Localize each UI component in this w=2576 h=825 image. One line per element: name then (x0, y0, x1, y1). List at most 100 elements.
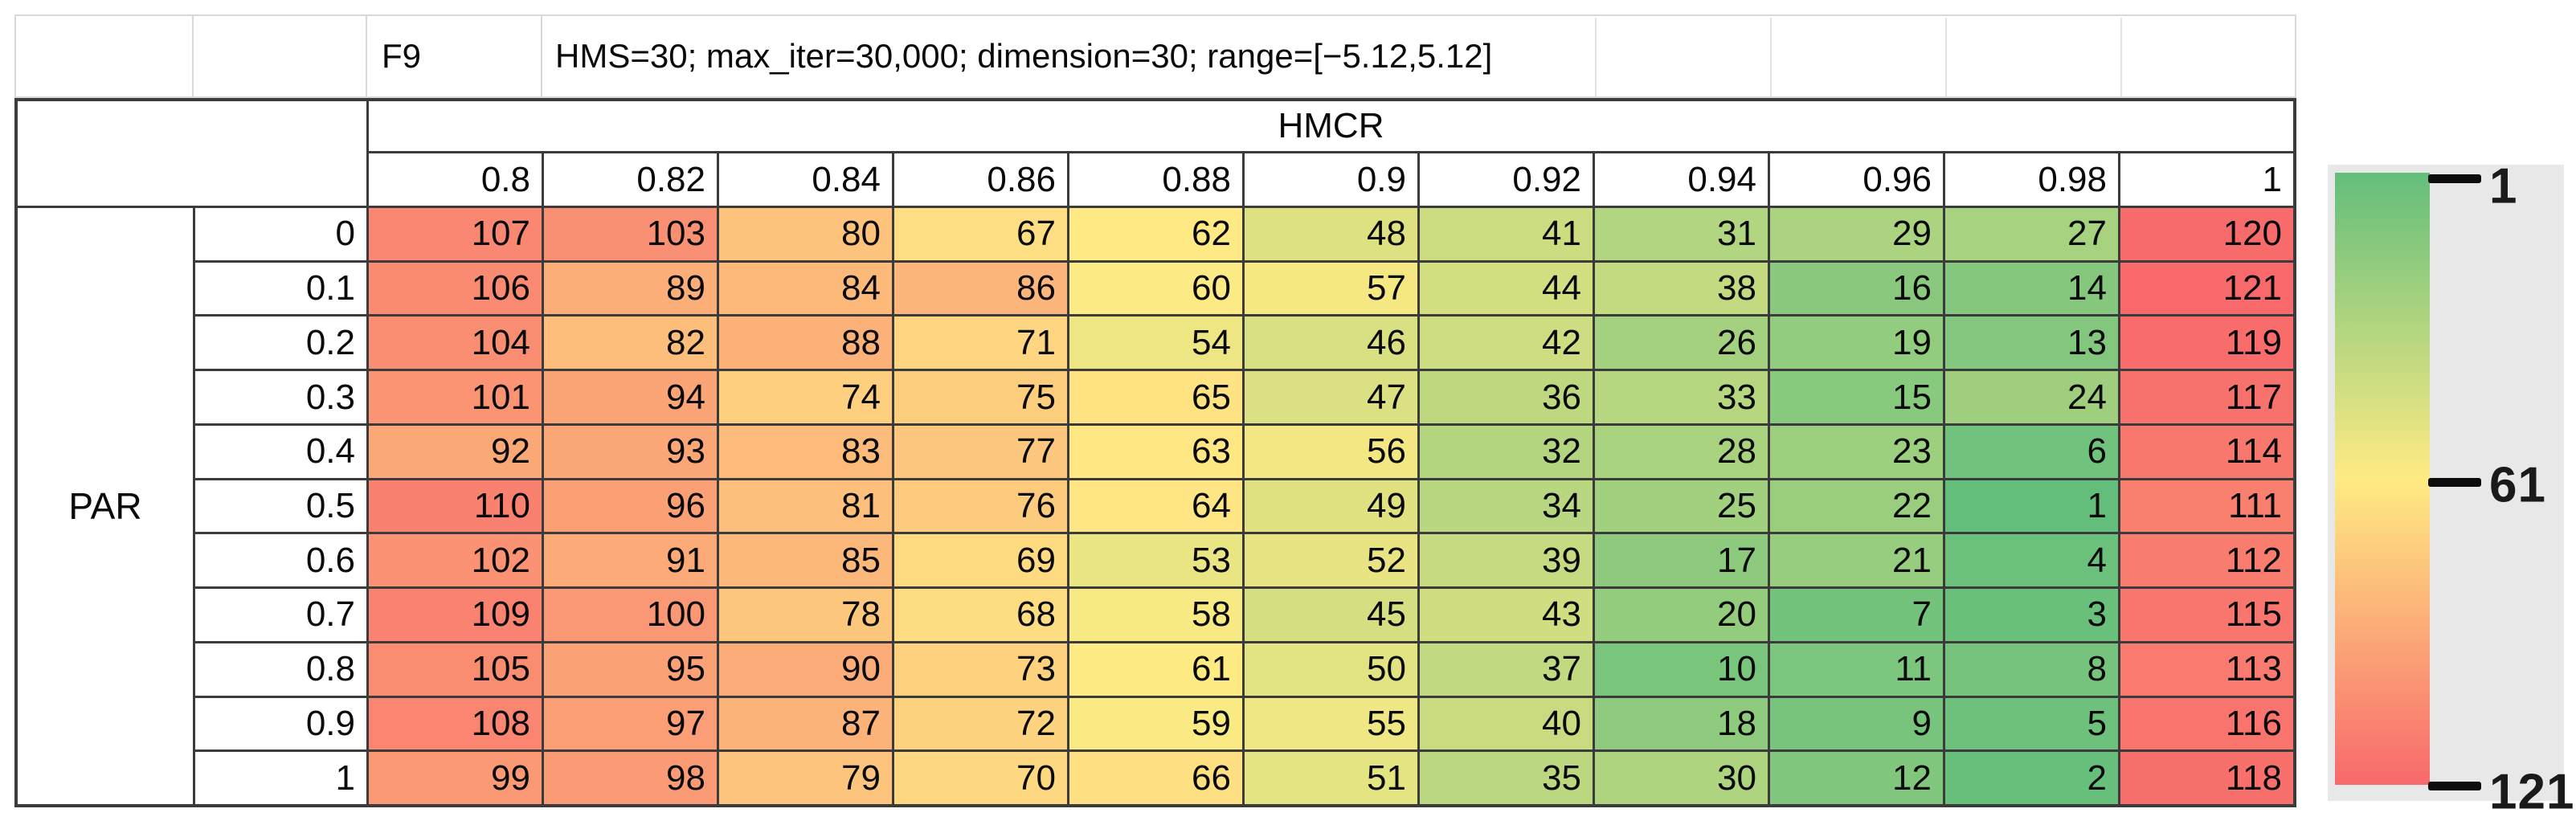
heatmap-cell[interactable]: 41 (1420, 208, 1593, 260)
heatmap-cell[interactable]: 99 (369, 752, 542, 804)
heatmap-cell[interactable]: 62 (1069, 208, 1242, 260)
heatmap-cell[interactable]: 11 (1770, 643, 1943, 696)
heatmap-cell[interactable]: 81 (719, 480, 892, 533)
heatmap-cell[interactable]: 69 (894, 534, 1067, 587)
heatmap-cell[interactable]: 60 (1069, 262, 1242, 315)
heatmap-cell[interactable]: 105 (369, 643, 542, 696)
heatmap-cell[interactable]: 23 (1770, 425, 1943, 478)
heatmap-cell[interactable]: 84 (719, 262, 892, 315)
heatmap-cell[interactable]: 88 (719, 317, 892, 370)
settings-cell[interactable]: HMS=30; max_iter=30,000; dimension=30; r… (542, 16, 2295, 96)
heatmap-cell[interactable]: 112 (2120, 534, 2293, 587)
heatmap-cell[interactable]: 91 (544, 534, 717, 587)
heatmap-cell[interactable]: 55 (1245, 697, 1417, 750)
function-id-cell[interactable]: F9 (367, 16, 541, 96)
par-row-header[interactable]: 0.2 (195, 317, 366, 370)
heatmap-cell[interactable]: 72 (894, 697, 1067, 750)
heatmap-cell[interactable]: 48 (1245, 208, 1417, 260)
heatmap-cell[interactable]: 76 (894, 480, 1067, 533)
par-row-header[interactable]: 1 (195, 752, 366, 804)
hmcr-col-header[interactable]: 0.9 (1245, 153, 1417, 206)
heatmap-cell[interactable]: 67 (894, 208, 1067, 260)
heatmap-cell[interactable]: 98 (544, 752, 717, 804)
heatmap-cell[interactable]: 65 (1069, 371, 1242, 423)
heatmap-cell[interactable]: 71 (894, 317, 1067, 370)
heatmap-cell[interactable]: 25 (1595, 480, 1768, 533)
heatmap-cell[interactable]: 27 (1945, 208, 2118, 260)
heatmap-cell[interactable]: 19 (1770, 317, 1943, 370)
heatmap-cell[interactable]: 28 (1595, 425, 1768, 478)
heatmap-cell[interactable]: 2 (1945, 752, 2118, 804)
heatmap-cell[interactable]: 22 (1770, 480, 1943, 533)
hmcr-col-header[interactable]: 0.84 (719, 153, 892, 206)
heatmap-cell[interactable]: 101 (369, 371, 542, 423)
heatmap-cell[interactable]: 47 (1245, 371, 1417, 423)
heatmap-cell[interactable]: 109 (369, 589, 542, 641)
heatmap-cell[interactable]: 80 (719, 208, 892, 260)
hmcr-col-header[interactable]: 0.86 (894, 153, 1067, 206)
heatmap-cell[interactable]: 110 (369, 480, 542, 533)
heatmap-cell[interactable]: 108 (369, 697, 542, 750)
heatmap-cell[interactable]: 121 (2120, 262, 2293, 315)
heatmap-cell[interactable]: 17 (1595, 534, 1768, 587)
par-group-header[interactable]: PAR (18, 208, 193, 804)
hmcr-col-header[interactable]: 0.82 (544, 153, 717, 206)
heatmap-cell[interactable]: 61 (1069, 643, 1242, 696)
heatmap-cell[interactable]: 1 (1945, 480, 2118, 533)
par-row-header[interactable]: 0.9 (195, 697, 366, 750)
heatmap-cell[interactable]: 54 (1069, 317, 1242, 370)
heatmap-cell[interactable]: 94 (544, 371, 717, 423)
heatmap-cell[interactable]: 113 (2120, 643, 2293, 696)
heatmap-cell[interactable]: 42 (1420, 317, 1593, 370)
heatmap-cell[interactable]: 7 (1770, 589, 1943, 641)
heatmap-cell[interactable]: 90 (719, 643, 892, 696)
heatmap-cell[interactable]: 12 (1770, 752, 1943, 804)
heatmap-cell[interactable]: 75 (894, 371, 1067, 423)
heatmap-cell[interactable]: 29 (1770, 208, 1943, 260)
heatmap-cell[interactable]: 37 (1420, 643, 1593, 696)
heatmap-cell[interactable]: 86 (894, 262, 1067, 315)
hmcr-group-header[interactable]: HMCR (369, 101, 2293, 151)
heatmap-cell[interactable]: 44 (1420, 262, 1593, 315)
heatmap-cell[interactable]: 56 (1245, 425, 1417, 478)
heatmap-cell[interactable]: 52 (1245, 534, 1417, 587)
heatmap-cell[interactable]: 46 (1245, 317, 1417, 370)
heatmap-cell[interactable]: 3 (1945, 589, 2118, 641)
heatmap-cell[interactable]: 96 (544, 480, 717, 533)
heatmap-cell[interactable]: 53 (1069, 534, 1242, 587)
heatmap-cell[interactable]: 31 (1595, 208, 1768, 260)
heatmap-cell[interactable]: 32 (1420, 425, 1593, 478)
hmcr-col-header[interactable]: 0.98 (1945, 153, 2118, 206)
hmcr-col-header[interactable]: 0.96 (1770, 153, 1943, 206)
empty-cell[interactable] (16, 16, 192, 96)
heatmap-cell[interactable]: 10 (1595, 643, 1768, 696)
heatmap-cell[interactable]: 8 (1945, 643, 2118, 696)
heatmap-cell[interactable]: 39 (1420, 534, 1593, 587)
heatmap-cell[interactable]: 34 (1420, 480, 1593, 533)
heatmap-cell[interactable]: 77 (894, 425, 1067, 478)
heatmap-cell[interactable]: 104 (369, 317, 542, 370)
heatmap-cell[interactable]: 18 (1595, 697, 1768, 750)
par-row-header[interactable]: 0.6 (195, 534, 366, 587)
heatmap-cell[interactable]: 45 (1245, 589, 1417, 641)
heatmap-cell[interactable]: 106 (369, 262, 542, 315)
heatmap-cell[interactable]: 111 (2120, 480, 2293, 533)
hmcr-col-header[interactable]: 0.94 (1595, 153, 1768, 206)
heatmap-cell[interactable]: 36 (1420, 371, 1593, 423)
heatmap-cell[interactable]: 70 (894, 752, 1067, 804)
heatmap-cell[interactable]: 58 (1069, 589, 1242, 641)
hmcr-col-header[interactable]: 0.92 (1420, 153, 1593, 206)
heatmap-cell[interactable]: 68 (894, 589, 1067, 641)
par-row-header[interactable]: 0.8 (195, 643, 366, 696)
par-row-header[interactable]: 0.5 (195, 480, 366, 533)
par-row-header[interactable]: 0.4 (195, 425, 366, 478)
hmcr-col-header[interactable]: 0.88 (1069, 153, 1242, 206)
heatmap-cell[interactable]: 118 (2120, 752, 2293, 804)
heatmap-cell[interactable]: 40 (1420, 697, 1593, 750)
par-row-header[interactable]: 0.7 (195, 589, 366, 641)
heatmap-cell[interactable]: 89 (544, 262, 717, 315)
heatmap-cell[interactable]: 4 (1945, 534, 2118, 587)
par-row-header[interactable]: 0.1 (195, 262, 366, 315)
heatmap-cell[interactable]: 97 (544, 697, 717, 750)
heatmap-cell[interactable]: 63 (1069, 425, 1242, 478)
